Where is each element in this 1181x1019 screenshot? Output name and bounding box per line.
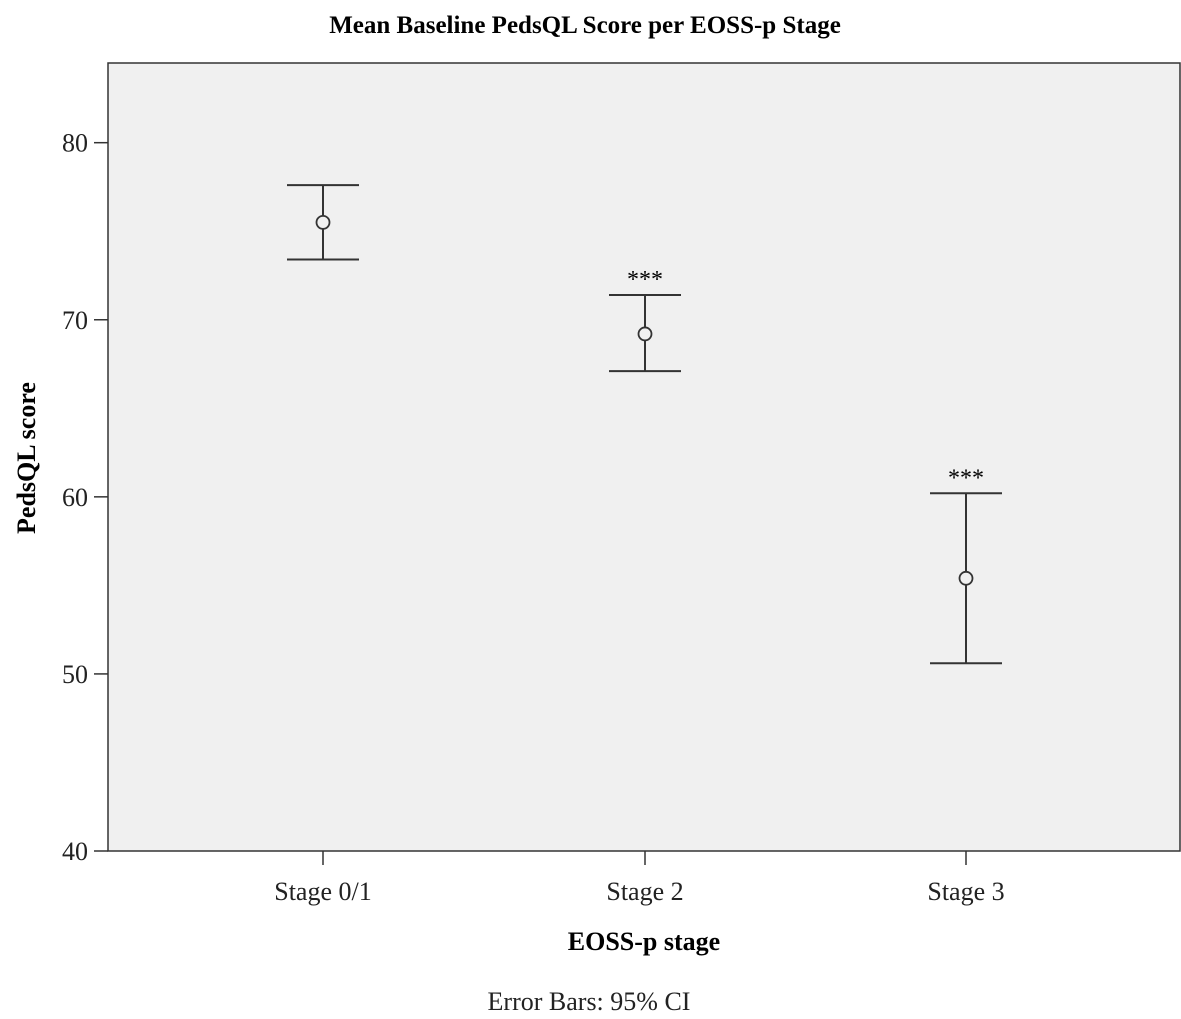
x-axis-title: EOSS-p stage xyxy=(568,927,720,956)
error-bars xyxy=(287,184,1002,665)
mean-point xyxy=(315,214,331,230)
y-tick-label: 80 xyxy=(62,129,88,158)
mean-point xyxy=(958,570,974,586)
y-axis-title: PedsQL score xyxy=(12,382,41,534)
significance-marker: *** xyxy=(627,267,663,293)
x-tick-label: Stage 3 xyxy=(927,877,1004,906)
y-tick-label: 50 xyxy=(62,660,88,689)
significance-annotations: *** *** xyxy=(627,267,984,491)
error-bar-group xyxy=(609,293,681,373)
x-tick-label: Stage 2 xyxy=(606,877,683,906)
significance-marker: *** xyxy=(948,465,984,491)
y-axis: 40 50 60 70 80 xyxy=(62,129,108,866)
error-bar-group xyxy=(930,492,1002,665)
y-tick-label: 70 xyxy=(62,306,88,335)
error-bar-group xyxy=(287,184,359,261)
mean-point xyxy=(637,326,653,342)
x-axis: Stage 0/1 Stage 2 Stage 3 xyxy=(274,851,1005,906)
error-bars-footnote: Error Bars: 95% CI xyxy=(488,987,691,1016)
plot-area xyxy=(107,62,1181,852)
x-tick-label: Stage 0/1 xyxy=(274,877,372,906)
y-tick-label: 40 xyxy=(62,837,88,866)
y-tick-label: 60 xyxy=(62,483,88,512)
chart-title: Mean Baseline PedsQL Score per EOSS-p St… xyxy=(329,12,841,39)
